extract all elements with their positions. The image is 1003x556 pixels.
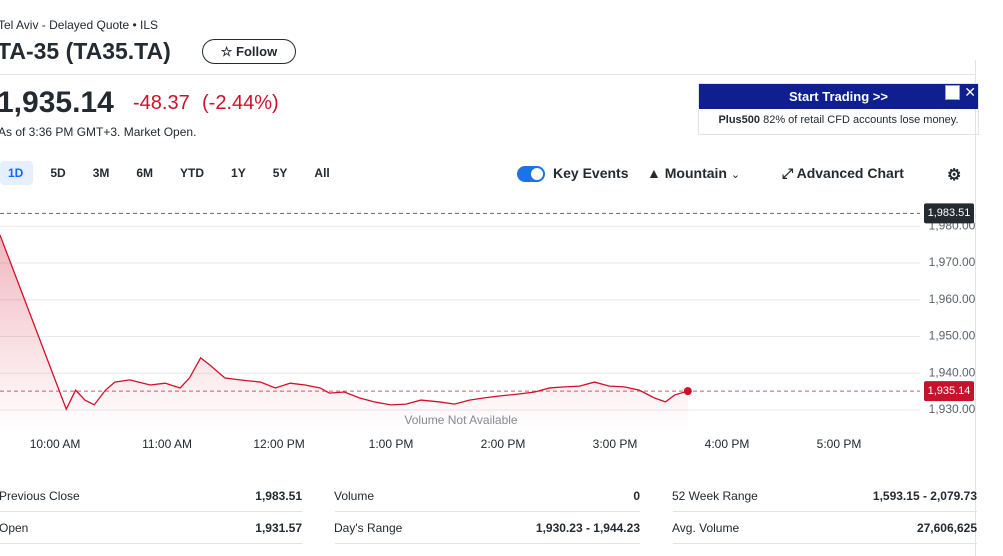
- chart-type-label[interactable]: Mountain: [664, 165, 727, 181]
- area: [0, 235, 688, 430]
- exchange: Tel Aviv - Delayed Quote • ILS: [0, 18, 159, 32]
- chart: 1,930.00 1,940.00 1,950.00 1,960.00 1,970.00…: [0, 203, 976, 451]
- chart-type[interactable]: ▲ Mountain ⌄: [647, 165, 741, 181]
- range-button[interactable]: 5Y: [272, 166, 288, 180]
- timestamp: As of 3:36 PM GMT+3. Market Open.: [0, 125, 197, 139]
- stat-value: 1,983.51: [255, 489, 302, 503]
- ad-cta[interactable]: Start Trading >>: [699, 84, 978, 109]
- range-button[interactable]: 1Y: [231, 166, 246, 180]
- range-button[interactable]: YTD: [180, 166, 205, 180]
- ad-text: 82% of retail CFD accounts lose money.: [763, 114, 959, 126]
- x-tick-label: 1:00 PM: [369, 437, 414, 451]
- x-tick-label: 4:00 PM: [705, 437, 750, 451]
- range-button[interactable]: All: [314, 166, 330, 180]
- stat-value: 1,931.57: [255, 521, 302, 535]
- reference-label: 1,935.14: [928, 385, 971, 397]
- ad-close[interactable]: ✕: [964, 84, 976, 100]
- range-button[interactable]: 6M: [136, 166, 154, 180]
- ad-icon: [945, 85, 960, 100]
- row-divider: [673, 511, 977, 512]
- advanced-chart[interactable]: ⤢ Advanced Chart: [782, 165, 904, 181]
- y-tick-label: 1,950.00: [929, 329, 976, 343]
- row-divider: [0, 543, 302, 544]
- range-button[interactable]: 5D: [50, 166, 66, 180]
- price: 1,935.14: [0, 86, 114, 119]
- range-selector: 1D 5D 3M 6M YTD 1Y 5Y All: [0, 161, 347, 185]
- row-divider: [673, 543, 977, 544]
- toggle[interactable]: [517, 166, 545, 182]
- title: TA-35 (TA35.TA): [0, 38, 171, 64]
- reference-label-box: [924, 203, 974, 224]
- y-tick-label: 1,930.00: [929, 402, 976, 416]
- ad-brand: Plus500: [718, 114, 761, 126]
- x-tick-label: 3:00 PM: [593, 437, 638, 451]
- divider: [975, 60, 976, 556]
- y-tick-label: 1,970.00: [929, 255, 976, 269]
- range-button[interactable]: 3M: [92, 166, 110, 180]
- ad[interactable]: Start Trading >> ✕ Plus500 82% of retail…: [698, 83, 979, 135]
- key-events[interactable]: Key Events: [553, 165, 629, 181]
- reference-label: 1,983.51: [928, 207, 971, 219]
- y-tick-label: 1,960.00: [929, 292, 976, 306]
- stat-label: Avg. Volume: [672, 521, 740, 535]
- advanced-label[interactable]: Advanced Chart: [796, 165, 904, 181]
- stat-label: 52 Week Range: [672, 489, 758, 503]
- range-button[interactable]: 1D: [0, 161, 34, 185]
- divider: [0, 74, 975, 75]
- row-divider: [335, 511, 640, 512]
- row-divider: [335, 543, 640, 544]
- x-tick-label: 5:00 PM: [817, 437, 862, 451]
- ad-note: Plus500 82% of retail CFD accounts lose …: [699, 114, 978, 126]
- stat-value: 1,930.23 - 1,944.23: [535, 521, 640, 535]
- stat-value: 1,593.15 - 2,079.73: [872, 489, 977, 503]
- stat-label: Day's Range: [334, 521, 403, 535]
- stat-label: Previous Close: [0, 489, 80, 503]
- y-tick-label: 1,940.00: [929, 365, 976, 379]
- stat-label: Volume: [334, 489, 375, 503]
- reference-label-box: [924, 381, 974, 402]
- follow-label[interactable]: Follow: [236, 44, 278, 59]
- stat-value: 27,606,625: [916, 521, 977, 535]
- follow-button[interactable]: ☆ Follow: [202, 39, 296, 64]
- change: -48.37: [133, 92, 190, 114]
- x-tick-label: 2:00 PM: [481, 437, 526, 451]
- stat-label: Open: [0, 521, 29, 535]
- x-tick-label: 10:00 AM: [30, 437, 81, 451]
- settings[interactable]: ⚙: [947, 167, 962, 184]
- change-percent: (-2.44%): [202, 92, 279, 114]
- row-divider: [0, 511, 302, 512]
- stat-value: 0: [633, 489, 640, 503]
- line: [0, 234, 688, 411]
- x-tick-label: 11:00 AM: [142, 437, 192, 451]
- x-tick-label: 12:00 PM: [253, 437, 304, 451]
